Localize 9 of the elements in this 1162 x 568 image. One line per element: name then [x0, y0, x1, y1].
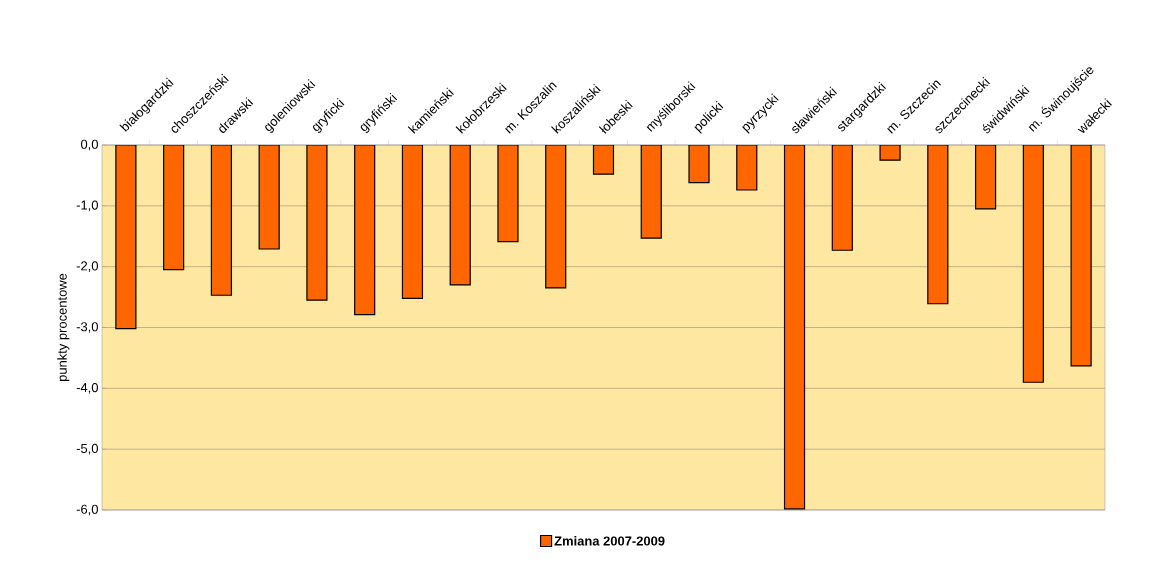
y-tick-label: 0,0 — [80, 139, 98, 151]
y-tick-label: -2,0 — [76, 261, 98, 273]
y-tick-label: -1,0 — [76, 200, 98, 212]
legend-label: Zmiana 2007-2009 — [554, 536, 665, 546]
y-tick-label: -4,0 — [76, 382, 98, 394]
y-tick-label: -6,0 — [76, 504, 98, 516]
y-tick-label: -5,0 — [76, 443, 98, 455]
y-axis-title: punkty procentowe — [57, 273, 70, 382]
y-tick-label: -3,0 — [76, 322, 98, 333]
